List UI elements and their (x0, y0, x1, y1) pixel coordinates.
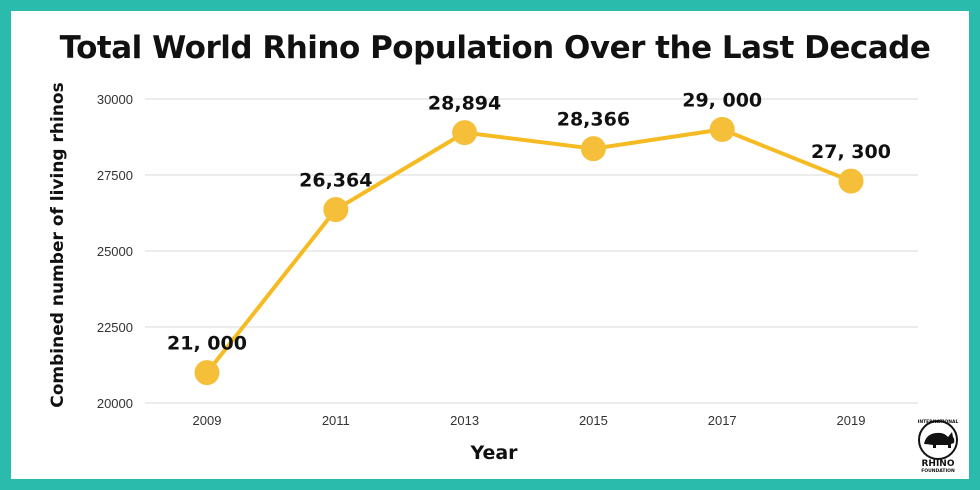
rhino-icon (924, 432, 955, 448)
x-tick-label: 2013 (450, 413, 479, 428)
x-tick-label: 2019 (837, 413, 866, 428)
x-axis-ticks: 2009 2011 2013 2015 2017 2019 (193, 413, 866, 428)
rhino-logo: INTERNATIONAL RHINO FOUNDATION (918, 419, 959, 474)
data-label-2013: 28,894 (428, 93, 501, 115)
data-label-2011: 26,364 (299, 170, 372, 192)
data-label-2019: 27, 300 (811, 141, 891, 163)
x-tick-label: 2009 (193, 413, 222, 428)
data-point-2011 (323, 197, 349, 223)
series-line (205, 127, 852, 374)
x-axis-label: Year (469, 442, 518, 464)
x-tick-label: 2017 (708, 413, 737, 428)
logo-line-1: INTERNATIONAL (918, 419, 959, 425)
data-point-2013 (452, 120, 478, 146)
series-markers (194, 116, 864, 386)
data-point-2015 (580, 136, 606, 162)
data-label-2017: 29, 000 (682, 89, 762, 111)
grid-lines (145, 98, 918, 404)
data-point-2009 (194, 360, 220, 386)
data-label-2009: 21, 000 (167, 333, 247, 355)
y-tick-label: 25000 (97, 244, 133, 259)
x-tick-label: 2011 (322, 413, 350, 428)
data-labels: 21, 000 26,364 28,894 28,366 29, 000 27, 300 (167, 89, 891, 354)
logo-line-3: FOUNDATION (921, 468, 955, 474)
chart-title: Total World Rhino Population Over the La… (60, 30, 931, 66)
x-tick-label: 2015 (579, 413, 608, 428)
y-tick-label: 20000 (97, 396, 133, 411)
y-axis-ticks: 30000 27500 25000 22500 20000 (97, 92, 133, 411)
data-label-2015: 28,366 (557, 109, 630, 131)
data-point-2019 (838, 168, 864, 194)
series-polyline (205, 127, 852, 374)
y-tick-label: 22500 (97, 320, 133, 335)
y-axis-label: Combined number of living rhinos (48, 82, 68, 407)
logo-line-2: RHINO (922, 459, 955, 469)
y-tick-label: 30000 (97, 92, 133, 107)
y-tick-label: 27500 (97, 168, 133, 183)
data-point-2017 (709, 116, 735, 142)
